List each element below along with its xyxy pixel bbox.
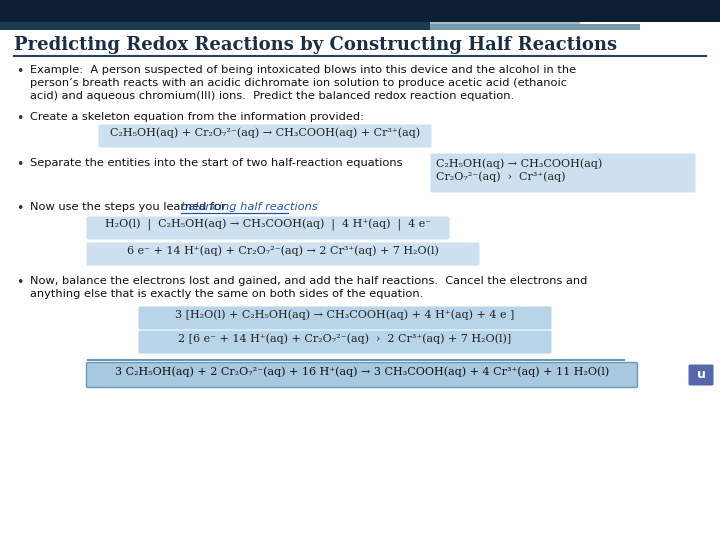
Text: Predicting Redox Reactions by Constructing Half Reactions: Predicting Redox Reactions by Constructi… xyxy=(14,36,617,54)
Text: Example:  A person suspected of being intoxicated blows into this device and the: Example: A person suspected of being int… xyxy=(30,65,576,75)
Text: anything else that is exactly the same on both sides of the equation.: anything else that is exactly the same o… xyxy=(30,289,423,299)
Text: u: u xyxy=(696,368,706,381)
Text: Now use the steps you learned for: Now use the steps you learned for xyxy=(30,202,230,212)
Text: Create a skeleton equation from the information provided:: Create a skeleton equation from the info… xyxy=(30,112,364,122)
Text: •: • xyxy=(16,112,23,125)
FancyBboxPatch shape xyxy=(138,330,552,354)
Text: 3 C₂H₅OH(aq) + 2 Cr₂O₇²⁻(aq) + 16 H⁺(aq) → 3 CH₃COOH(aq) + 4 Cr³⁺(aq) + 11 H₂O(l: 3 C₂H₅OH(aq) + 2 Cr₂O₇²⁻(aq) + 16 H⁺(aq)… xyxy=(115,366,609,376)
Bar xyxy=(0,22,430,30)
FancyBboxPatch shape xyxy=(99,125,431,147)
Text: person’s breath reacts with an acidic dichromate ion solution to produce acetic : person’s breath reacts with an acidic di… xyxy=(30,78,567,88)
Text: Separate the entities into the start of two half-reaction equations: Separate the entities into the start of … xyxy=(30,158,402,168)
FancyBboxPatch shape xyxy=(431,153,696,192)
Text: balancing half reactions: balancing half reactions xyxy=(181,202,318,212)
Text: •: • xyxy=(16,276,23,289)
FancyBboxPatch shape xyxy=(86,217,449,240)
Text: 2 [6 e⁻ + 14 H⁺(aq) + Cr₂O₇²⁻(aq)  ›  2 Cr³⁺(aq) + 7 H₂O(l)]: 2 [6 e⁻ + 14 H⁺(aq) + Cr₂O₇²⁻(aq) › 2 Cr… xyxy=(179,333,512,343)
Text: acid) and aqueous chromium(III) ions.  Predict the balanced redox reaction equat: acid) and aqueous chromium(III) ions. Pr… xyxy=(30,91,514,101)
FancyBboxPatch shape xyxy=(688,364,714,386)
Bar xyxy=(430,22,580,27)
Text: •: • xyxy=(16,202,23,215)
Text: •: • xyxy=(16,65,23,78)
Text: H₂O(l)  |  C₂H₅OH(aq) → CH₃COOH(aq)  |  4 H⁺(aq)  |  4 e⁻: H₂O(l) | C₂H₅OH(aq) → CH₃COOH(aq) | 4 H⁺… xyxy=(105,219,431,231)
FancyBboxPatch shape xyxy=(86,362,637,388)
FancyBboxPatch shape xyxy=(138,307,552,329)
Text: Cr₂O₇²⁻(aq)  ›  Cr³⁺(aq): Cr₂O₇²⁻(aq) › Cr³⁺(aq) xyxy=(436,171,565,181)
FancyBboxPatch shape xyxy=(86,242,480,266)
Text: 3 [H₂O(l) + C₂H₅OH(aq) → CH₃COOH(aq) + 4 H⁺(aq) + 4 e ]: 3 [H₂O(l) + C₂H₅OH(aq) → CH₃COOH(aq) + 4… xyxy=(175,309,515,320)
Text: 6 e⁻ + 14 H⁺(aq) + Cr₂O₇²⁻(aq) → 2 Cr³⁺(aq) + 7 H₂O(l): 6 e⁻ + 14 H⁺(aq) + Cr₂O₇²⁻(aq) → 2 Cr³⁺(… xyxy=(127,245,439,255)
Text: C₂H₅OH(aq) + Cr₂O₇²⁻(aq) → CH₃COOH(aq) + Cr³⁺(aq): C₂H₅OH(aq) + Cr₂O₇²⁻(aq) → CH₃COOH(aq) +… xyxy=(110,127,420,138)
Bar xyxy=(0,0,720,22)
Text: C₂H₅OH(aq) → CH₃COOH(aq): C₂H₅OH(aq) → CH₃COOH(aq) xyxy=(436,158,602,168)
Bar xyxy=(430,24,640,30)
Text: •: • xyxy=(16,158,23,171)
Text: Now, balance the electrons lost and gained, and add the half reactions.  Cancel : Now, balance the electrons lost and gain… xyxy=(30,276,588,286)
